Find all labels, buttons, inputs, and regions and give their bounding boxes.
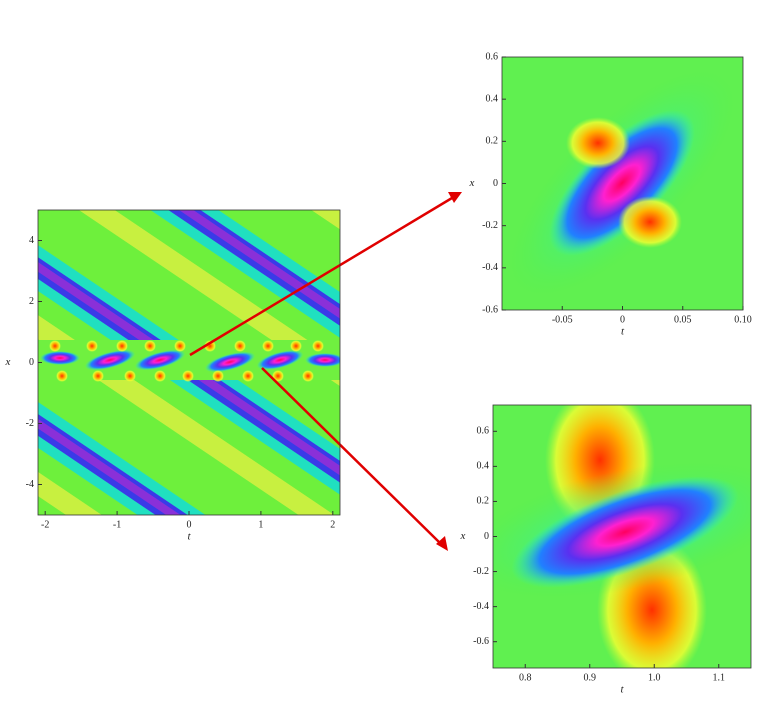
y-tick-label: 2 (29, 296, 34, 307)
x-tick-label: -2 (41, 519, 49, 530)
y-tick-label: 0.6 (477, 426, 490, 437)
x-axis-label: t (620, 684, 624, 696)
x-tick-label: 0.05 (674, 314, 692, 325)
x-tick-label: 1.1 (713, 672, 726, 683)
y-tick-label: -0.6 (482, 304, 498, 315)
y-tick-label: -0.2 (473, 566, 489, 577)
x-tick-label: 0 (187, 519, 192, 530)
y-tick-label: 0 (484, 531, 489, 542)
y-axis-label: x (5, 356, 11, 368)
y-axis-label: x (460, 530, 466, 542)
y-tick-label: -4 (26, 479, 34, 490)
x-tick-label: -1 (113, 519, 121, 530)
x-axis-label: t (621, 326, 625, 338)
y-axis-label: x (469, 177, 475, 189)
y-tick-label: 0.6 (486, 51, 499, 62)
y-tick-label: 0 (29, 357, 34, 368)
y-tick-label: 0.4 (477, 461, 490, 472)
y-tick-label: 0 (493, 178, 498, 189)
x-tick-label: 0 (620, 314, 625, 325)
y-tick-label: -0.4 (482, 262, 498, 273)
y-tick-label: 0.2 (477, 496, 490, 507)
density-image (493, 405, 751, 668)
x-axis-label: t (187, 531, 191, 543)
y-tick-label: 0.2 (486, 136, 499, 147)
x-tick-label: 0.9 (584, 672, 597, 683)
y-tick-label: -0.2 (482, 220, 498, 231)
y-tick-label: -0.6 (473, 636, 489, 647)
y-tick-label: -0.4 (473, 601, 489, 612)
x-tick-label: -0.05 (552, 314, 573, 325)
x-tick-label: 0.8 (519, 672, 532, 683)
y-tick-label: 0.4 (486, 93, 499, 104)
x-tick-label: 1 (258, 519, 263, 530)
density-image (38, 210, 340, 515)
y-tick-label: 4 (29, 235, 34, 246)
x-tick-label: 1.0 (648, 672, 661, 683)
axes: -2 -1 0 1 2 -4 -2 0 2 4 t x -0.05 0 0.05 0.10 -0.6 -0.4 -0… (5, 51, 752, 695)
x-tick-label: 2 (330, 519, 335, 530)
arrows (189, 192, 462, 551)
y-tick-label: -2 (26, 418, 34, 429)
density-image (502, 57, 743, 310)
x-tick-label: 0.10 (734, 314, 752, 325)
